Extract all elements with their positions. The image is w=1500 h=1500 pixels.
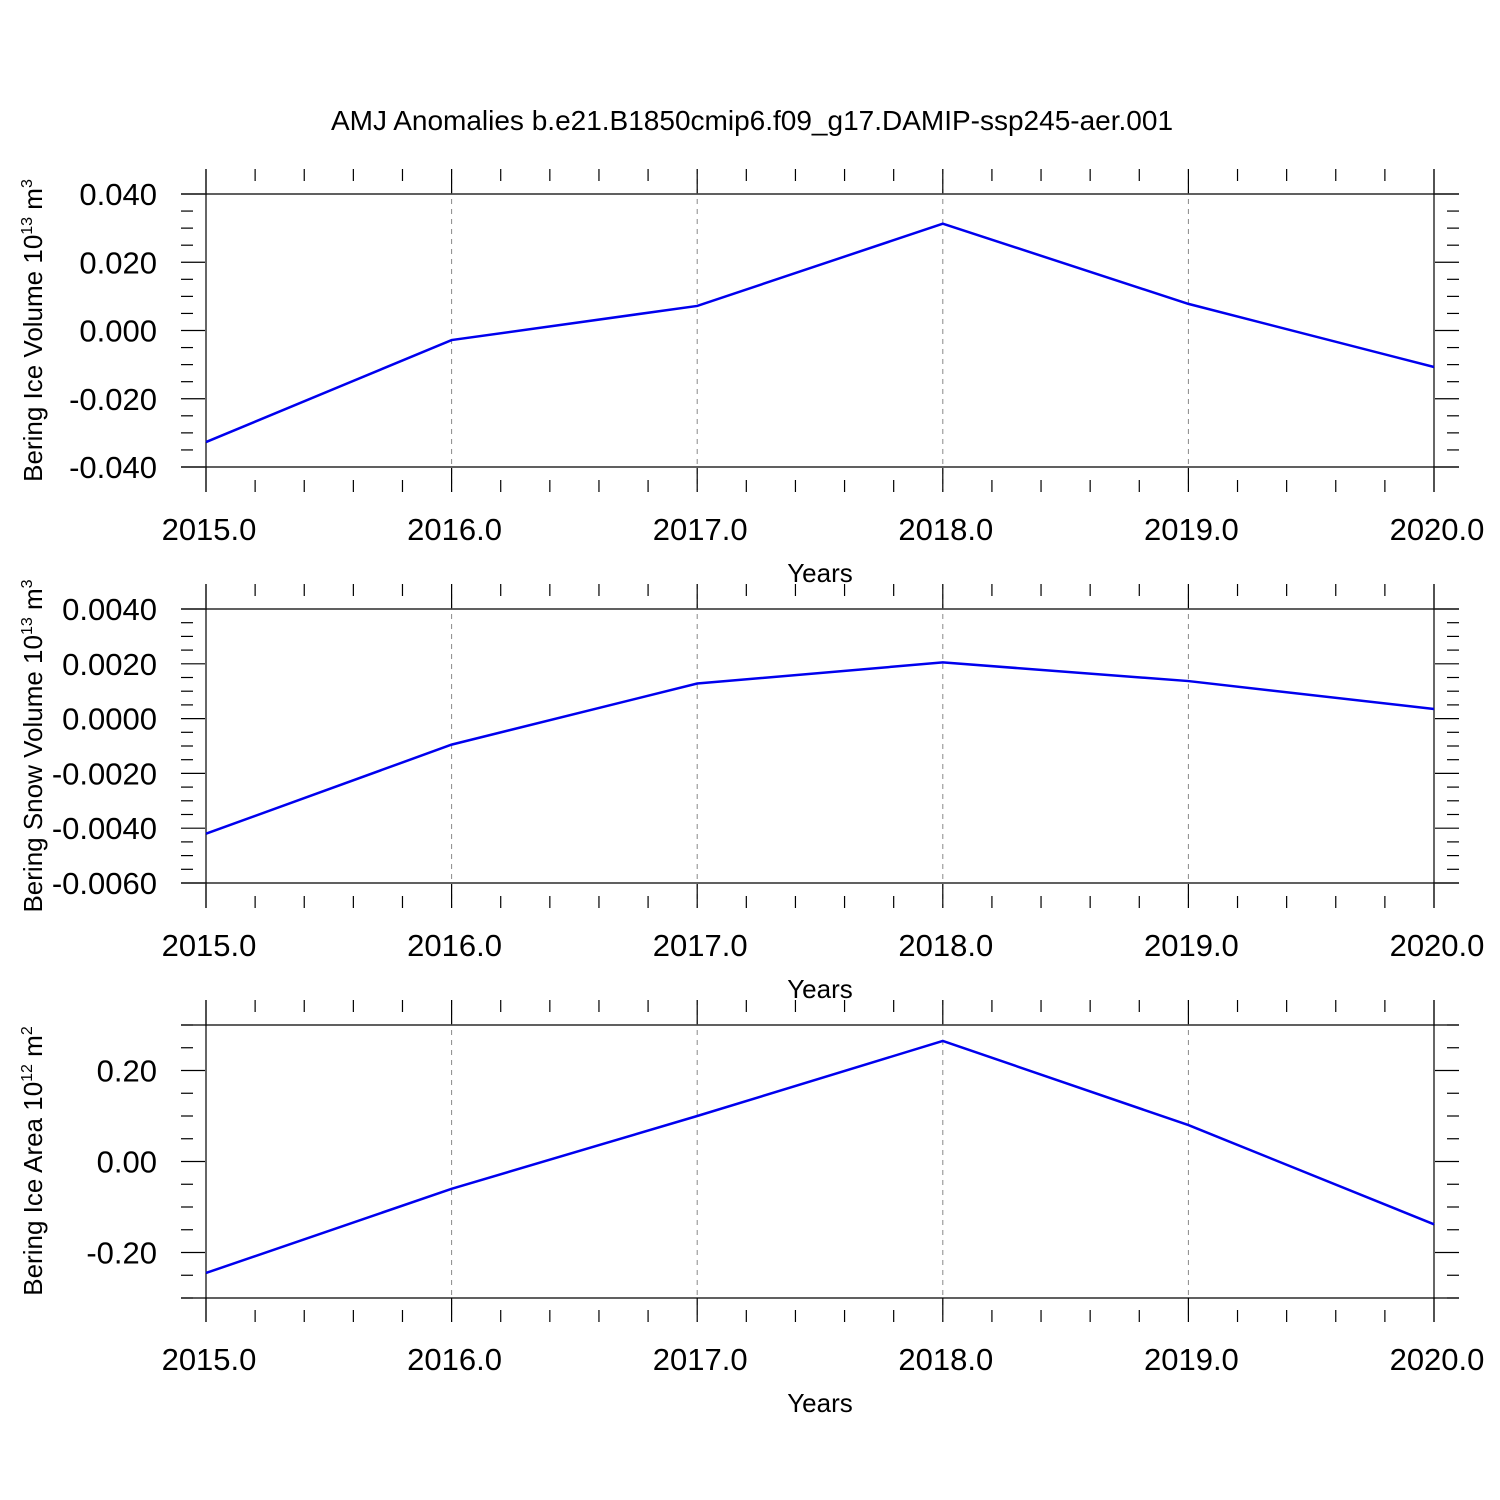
y-tick-label: 0.20: [97, 1054, 157, 1089]
x-tick-label: 2016.0: [407, 1342, 502, 1377]
y-tick-label: 0.0000: [62, 702, 157, 737]
y-axis-label-superscript: 13: [19, 217, 36, 235]
x-tick-label: 2015.0: [162, 512, 257, 547]
y-axis-label: Bering Snow Volume 1013 m3: [18, 579, 48, 912]
series-line: [205, 1039, 1435, 1275]
y-axis-label-text: m: [18, 188, 48, 217]
y-axis-label-text: Bering Ice Volume 10: [18, 235, 48, 482]
y-axis-label-superscript: 12: [19, 1064, 36, 1082]
y-tick-label: -0.020: [69, 382, 157, 417]
y-axis-label-text: m: [18, 1035, 48, 1064]
y-tick-label: -0.20: [86, 1236, 157, 1271]
y-tick-label: 0.0040: [62, 592, 157, 627]
x-tick-label: 2018.0: [898, 928, 993, 963]
y-axis-label: Bering Ice Volume 1013 m3: [18, 179, 48, 482]
x-tick-label: 2016.0: [407, 928, 502, 963]
figure-title: AMJ Anomalies b.e21.B1850cmip6.f09_g17.D…: [331, 105, 1173, 136]
y-axis-label-superscript: 2: [19, 1026, 36, 1035]
y-tick-label: 0.0020: [62, 647, 157, 682]
x-tick-label: 2019.0: [1144, 1342, 1239, 1377]
y-tick-label: 0.040: [79, 177, 157, 212]
x-tick-label: 2020.0: [1390, 928, 1485, 963]
x-axis-label: Years: [787, 974, 853, 1004]
x-tick-label: 2015.0: [162, 1342, 257, 1377]
x-tick-label: 2020.0: [1390, 1342, 1485, 1377]
y-axis-label-superscript: 13: [19, 617, 36, 635]
panels: -0.040 -0.020 0.000 0.020 0.040 2015.0 2016.0 2…: [18, 169, 1484, 1418]
x-axis-label: Years: [787, 558, 853, 588]
x-tick-label: 2017.0: [653, 1342, 748, 1377]
panel-3: -0.20 0.00 0.20 2015.0 2016.0 2017.0 2018.0 201…: [18, 1000, 1484, 1418]
y-axis-label-text: Bering Snow Volume 10: [18, 635, 48, 913]
x-tick-label: 2018.0: [898, 512, 993, 547]
y-axis-label: Bering Ice Area 1012 m2: [18, 1026, 48, 1296]
x-tick-label: 2019.0: [1144, 512, 1239, 547]
x-tick-label: 2020.0: [1390, 512, 1485, 547]
y-axis-label-text: Bering Ice Area 10: [18, 1082, 48, 1296]
series-line: [205, 661, 1435, 835]
y-tick-label: 0.00: [97, 1145, 157, 1180]
y-axis-label-superscript: 3: [19, 579, 36, 588]
x-tick-label: 2017.0: [653, 928, 748, 963]
panel-1: -0.040 -0.020 0.000 0.020 0.040 2015.0 2016.0 2…: [18, 169, 1484, 588]
x-tick-label: 2015.0: [162, 928, 257, 963]
x-tick-label: 2019.0: [1144, 928, 1239, 963]
y-tick-label: -0.0040: [52, 811, 157, 846]
y-tick-label: -0.0020: [52, 756, 157, 791]
series-line: [205, 222, 1435, 444]
x-axis-label: Years: [787, 1388, 853, 1418]
y-axis-label-text: m: [18, 588, 48, 617]
panel-2: -0.0060 -0.0040 -0.0020 0.0000 0.0020 0.0040 2…: [18, 579, 1484, 1004]
x-tick-label: 2016.0: [407, 512, 502, 547]
x-tick-label: 2018.0: [898, 1342, 993, 1377]
y-tick-label: 0.000: [79, 314, 157, 349]
y-tick-label: -0.040: [69, 450, 157, 485]
y-tick-label: 0.020: [79, 245, 157, 280]
x-tick-label: 2017.0: [653, 512, 748, 547]
y-axis-label-superscript: 3: [19, 179, 36, 188]
y-tick-label: -0.0060: [52, 866, 157, 901]
